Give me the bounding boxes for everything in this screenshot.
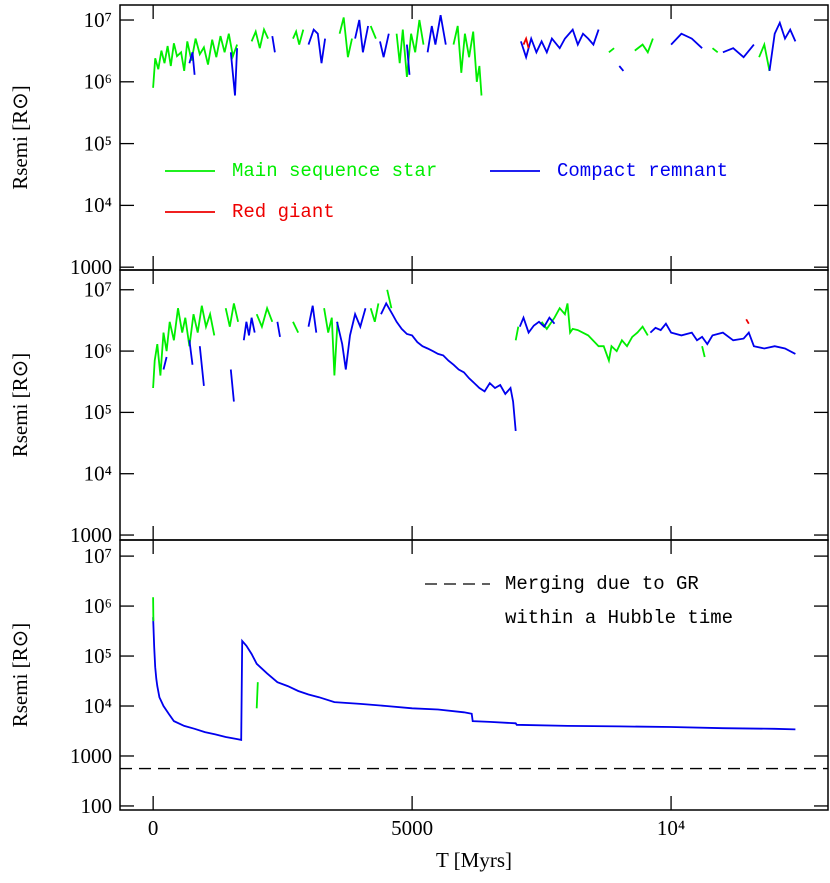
y-tick-label: 10⁵ <box>84 131 112 155</box>
series-line <box>152 617 796 741</box>
y-tick-label: 10⁷ <box>84 8 112 32</box>
y-tick-label: 10⁴ <box>84 694 112 718</box>
y-tick-label: 10⁷ <box>84 544 112 568</box>
y-tick-label: 1000 <box>70 255 112 279</box>
legend-label: Compact remnant <box>557 160 728 182</box>
plot-frame <box>119 539 829 811</box>
legend-label: Red giant <box>232 201 335 223</box>
x-tick-label: 0 <box>148 816 159 840</box>
y-tick-label: 10⁴ <box>84 193 112 217</box>
series-line <box>152 597 259 709</box>
series-line <box>162 301 796 431</box>
y-axis-label: Rsemi [R⊙] <box>8 85 32 190</box>
x-tick-label: 5000 <box>391 816 433 840</box>
legend-label: Main sequence star <box>232 160 437 182</box>
y-tick-label: 10⁷ <box>84 278 112 302</box>
y-tick-label: 10⁶ <box>84 594 112 618</box>
x-axis-label: T [Myrs] <box>436 848 512 872</box>
legend-label: Merging due to GR <box>505 573 699 595</box>
y-tick-label: 1000 <box>70 744 112 768</box>
y-axis-label: Rsemi [R⊙] <box>8 623 32 728</box>
y-tick-label: 10⁴ <box>84 462 112 486</box>
series-line <box>188 14 797 96</box>
series-line <box>152 17 771 96</box>
y-tick-label: 10⁶ <box>84 339 112 363</box>
x-tick-label: 10⁴ <box>657 816 685 840</box>
series-line <box>745 318 750 325</box>
y-tick-label: 10⁵ <box>84 400 112 424</box>
y-axis-label: Rsemi [R⊙] <box>8 353 32 458</box>
series-line <box>522 35 530 49</box>
y-tick-label: 10⁵ <box>84 644 112 668</box>
y-tick-label: 1000 <box>70 523 112 547</box>
y-tick-label: 100 <box>81 794 113 818</box>
y-tick-label: 10⁶ <box>84 70 112 94</box>
legend-label: within a Hubble time <box>505 607 733 629</box>
series-line <box>152 289 706 389</box>
